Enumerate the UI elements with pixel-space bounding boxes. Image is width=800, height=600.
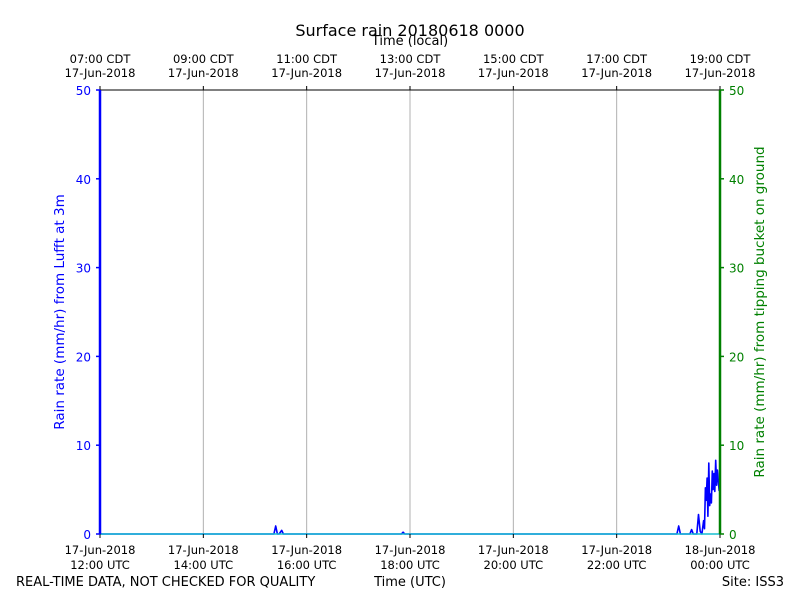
x-tick-label-time: 20:00 UTC <box>484 558 544 572</box>
y-tick-label: 30 <box>76 262 91 276</box>
x2-tick-label-date: 17-Jun-2018 <box>581 66 652 80</box>
site-label: Site: ISS3 <box>721 575 784 590</box>
x-tick-label-date: 17-Jun-2018 <box>375 543 446 557</box>
y-tick-label: 50 <box>76 84 91 98</box>
y-tick-label: 40 <box>76 173 91 187</box>
x-tick-label-date: 17-Jun-2018 <box>168 543 239 557</box>
x2-tick-label-date: 17-Jun-2018 <box>65 66 136 80</box>
x-tick-label-date: 17-Jun-2018 <box>65 543 136 557</box>
x-tick-label-date: 18-Jun-2018 <box>685 543 756 557</box>
x2-tick-label-time: 19:00 CDT <box>690 52 752 66</box>
y2-tick-label: 40 <box>729 173 744 187</box>
x2-tick-label-time: 07:00 CDT <box>70 52 132 66</box>
y2-tick-label: 50 <box>729 84 744 98</box>
x2-tick-label-date: 17-Jun-2018 <box>375 66 446 80</box>
x2-tick-label-time: 13:00 CDT <box>380 52 442 66</box>
x-tick-label-time: 18:00 UTC <box>380 558 440 572</box>
chart-title: Surface rain 20180618 0000 <box>295 21 525 40</box>
x2-tick-label-date: 17-Jun-2018 <box>271 66 342 80</box>
x-tick-label-date: 17-Jun-2018 <box>271 543 342 557</box>
bottom-x-axis-title: Time (UTC) <box>374 575 446 590</box>
y-tick-label: 0 <box>83 528 91 542</box>
x-tick-label-date: 17-Jun-2018 <box>581 543 652 557</box>
x2-tick-label-time: 15:00 CDT <box>483 52 545 66</box>
x-tick-label-time: 12:00 UTC <box>70 558 130 572</box>
x2-tick-label-date: 17-Jun-2018 <box>685 66 756 80</box>
x2-tick-label-time: 17:00 CDT <box>586 52 648 66</box>
x-tick-label-time: 00:00 UTC <box>690 558 750 572</box>
y-axis-title: Rain rate (mm/hr) from Lufft at 3m <box>52 194 68 429</box>
x-tick-label-date: 17-Jun-2018 <box>478 543 549 557</box>
x-tick-label-time: 14:00 UTC <box>174 558 234 572</box>
x2-tick-label-time: 09:00 CDT <box>173 52 235 66</box>
x2-tick-label-date: 17-Jun-2018 <box>168 66 239 80</box>
x2-tick-label-date: 17-Jun-2018 <box>478 66 549 80</box>
x2-tick-label-time: 11:00 CDT <box>276 52 338 66</box>
quality-disclaimer: REAL-TIME DATA, NOT CHECKED FOR QUALITY <box>16 575 316 590</box>
top-x-axis-title: Time (local) <box>371 34 449 49</box>
x-tick-label-time: 22:00 UTC <box>587 558 647 572</box>
x-tick-label-time: 16:00 UTC <box>277 558 337 572</box>
y2-tick-label: 20 <box>729 350 744 364</box>
y-tick-label: 20 <box>76 350 91 364</box>
y2-tick-label: 30 <box>729 262 744 276</box>
y2-tick-label: 10 <box>729 439 744 453</box>
y2-tick-label: 0 <box>729 528 737 542</box>
y2-axis-title: Rain rate (mm/hr) from tipping bucket on… <box>752 146 768 477</box>
y-tick-label: 10 <box>76 439 91 453</box>
